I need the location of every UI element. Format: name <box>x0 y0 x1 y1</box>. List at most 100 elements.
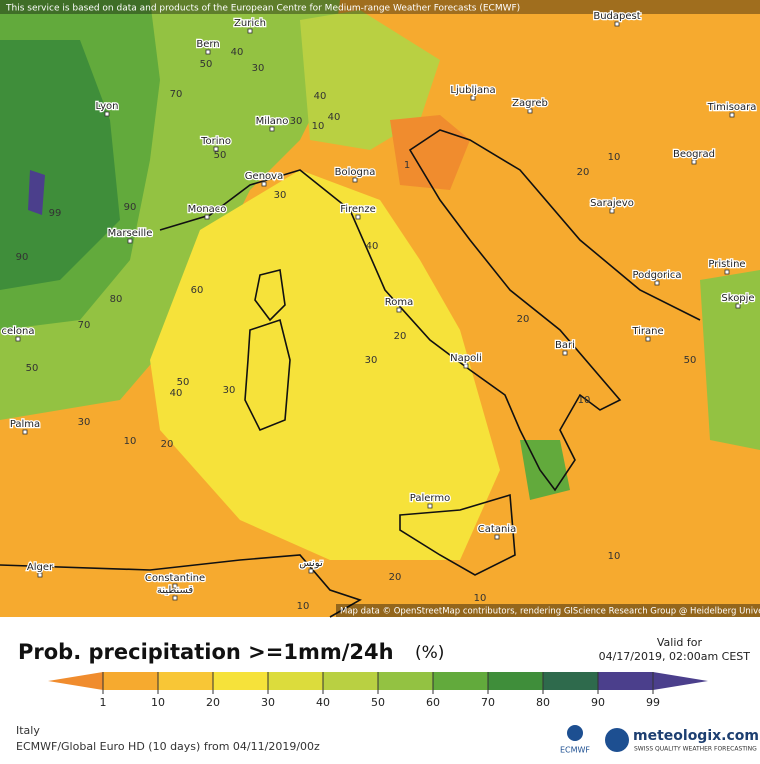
city-label: Lyon <box>95 101 118 112</box>
colorbar-tick-label: 1 <box>100 696 107 709</box>
city-marker <box>308 568 314 574</box>
region-yellow <box>150 170 500 560</box>
city-marker <box>205 49 211 55</box>
contour-label: 40 <box>231 47 244 58</box>
coastline-italy <box>159 129 701 492</box>
city-label: Skopje <box>721 293 754 304</box>
colorbar-tick-label: 90 <box>591 696 605 709</box>
contour-label: 20 <box>389 572 402 583</box>
city-marker <box>614 21 620 27</box>
city-marker <box>269 126 275 132</box>
contour-label: 10 <box>474 593 487 604</box>
contour-label: 90 <box>16 252 29 263</box>
city-label: Alger <box>27 562 54 573</box>
city-label: Torino <box>200 136 231 147</box>
city-label: Bologna <box>335 167 376 178</box>
city-label: قسنطينة <box>157 585 194 596</box>
contour-label: 50 <box>684 355 697 366</box>
city-label: Timisoara <box>707 102 757 113</box>
city-label: Firenze <box>340 204 376 215</box>
contour-label: 50 <box>214 150 227 161</box>
region: Italy <box>16 724 40 737</box>
city-label: Marseille <box>108 228 153 239</box>
city-marker <box>470 95 476 101</box>
colorbar-segment <box>103 672 158 690</box>
brand-logo <box>605 728 629 752</box>
city-label: Ljubljana <box>450 85 495 96</box>
contour-label: 99 <box>49 208 62 219</box>
attribution: Map data © OpenStreetMap contributors, r… <box>340 607 760 617</box>
legend-unit: (%) <box>415 643 444 663</box>
city-marker <box>127 238 133 244</box>
city-marker <box>463 363 469 369</box>
contour-label: 20 <box>577 167 590 178</box>
city-label: Roma <box>385 297 414 308</box>
city-marker <box>729 112 735 118</box>
contour-label: 70 <box>170 89 183 100</box>
colorbar-segment <box>268 672 323 690</box>
city-label: Sarajevo <box>590 198 634 209</box>
city-label: Palma <box>10 419 40 430</box>
city-marker <box>247 28 253 34</box>
colorbar-tick-label: 99 <box>646 696 660 709</box>
contour-label: 30 <box>365 355 378 366</box>
city-marker <box>562 350 568 356</box>
city-label: Budapest <box>593 11 640 22</box>
contour-label: 10 <box>578 395 591 406</box>
colorbar-segment <box>323 672 378 690</box>
contour-label: 20 <box>394 331 407 342</box>
city-marker <box>609 208 615 214</box>
city-label: celona <box>1 326 34 337</box>
city-label: تونس <box>299 558 323 569</box>
colorbar-segment <box>213 672 268 690</box>
city-marker <box>261 181 267 187</box>
contour-label: 20 <box>161 439 174 450</box>
city-marker <box>22 429 28 435</box>
city-label: Zurich <box>234 18 266 29</box>
brand: meteologix.com <box>633 728 759 744</box>
valid-time: 04/17/2019, 02:00am CEST <box>599 650 751 663</box>
city-marker <box>204 214 210 220</box>
colorbar-segment <box>543 672 598 690</box>
city-label: Constantine <box>145 573 205 584</box>
colorbar-arrow-right <box>653 672 708 690</box>
contour-label: 40 <box>170 388 183 399</box>
city-label: Napoli <box>450 353 482 364</box>
contour-label: 10 <box>608 551 621 562</box>
city-marker <box>396 307 402 313</box>
city-marker <box>427 503 433 509</box>
city-label: Beograd <box>673 149 715 160</box>
colorbar-tick-label: 50 <box>371 696 385 709</box>
colorbar-segment <box>598 672 653 690</box>
city-marker <box>494 534 500 540</box>
city-label: Pristine <box>708 259 745 270</box>
region-purple <box>28 170 45 215</box>
contour-label: 40 <box>366 241 379 252</box>
contour-label: 30 <box>274 190 287 201</box>
coastline-africa <box>0 554 362 618</box>
city-label: Catania <box>478 524 516 535</box>
contour-label: 40 <box>328 112 341 123</box>
city-marker <box>735 303 741 309</box>
colorbar-tick-label: 80 <box>536 696 550 709</box>
contour-label: 10 <box>124 436 137 447</box>
colorbar-tick-label: 60 <box>426 696 440 709</box>
city-marker <box>645 336 651 342</box>
colorbar-tick-label: 10 <box>151 696 165 709</box>
notice: This service is based on data and produc… <box>5 4 520 14</box>
contour-label: 10 <box>312 121 325 132</box>
city-label: Tirane <box>631 326 663 337</box>
city-label: Palermo <box>410 493 450 504</box>
city-label: Genova <box>245 171 283 182</box>
city-label: Monaco <box>188 204 227 215</box>
contour-label: 80 <box>110 294 123 305</box>
colorbar-tick-label: 20 <box>206 696 220 709</box>
region-balkan <box>700 270 760 450</box>
region-darkergreen <box>0 40 120 290</box>
ecmwf-logo <box>567 725 583 741</box>
contour-label: 50 <box>200 59 213 70</box>
contour-label: 90 <box>124 202 137 213</box>
contour-label: 30 <box>78 417 91 428</box>
colorbar-tick-label: 30 <box>261 696 275 709</box>
city-marker <box>172 595 178 601</box>
